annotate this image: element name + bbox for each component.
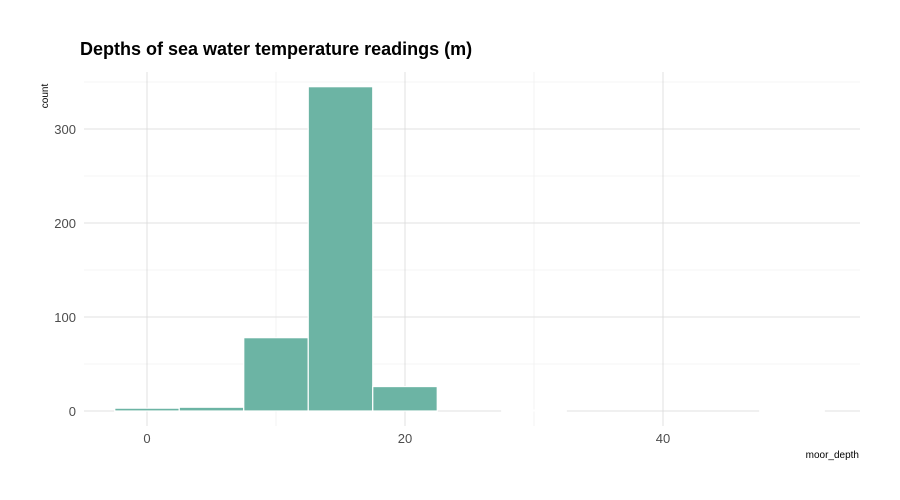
histogram-bar bbox=[759, 409, 825, 412]
x-tick-label: 20 bbox=[398, 431, 412, 446]
x-tick-label: 40 bbox=[656, 431, 670, 446]
histogram-bar bbox=[372, 385, 438, 412]
histogram-bar bbox=[114, 407, 180, 412]
chart-title: Depths of sea water temperature readings… bbox=[80, 39, 472, 59]
bars bbox=[114, 86, 825, 412]
y-tick-labels: 0 100 200 300 bbox=[54, 122, 76, 419]
y-axis-label: count bbox=[40, 84, 51, 109]
x-tick-label: 0 bbox=[143, 431, 150, 446]
histogram-bar bbox=[501, 409, 567, 412]
x-axis-label: moor_depth bbox=[806, 450, 859, 461]
y-tick-label: 0 bbox=[69, 404, 76, 419]
grid-lines bbox=[84, 72, 860, 426]
x-tick-labels: 0 20 40 bbox=[143, 431, 670, 446]
histogram-bar bbox=[178, 406, 245, 412]
histogram-bar bbox=[307, 86, 374, 412]
y-tick-label: 300 bbox=[54, 122, 76, 137]
y-tick-label: 100 bbox=[54, 310, 76, 325]
y-tick-label: 200 bbox=[54, 216, 76, 231]
histogram-bar bbox=[243, 337, 309, 412]
